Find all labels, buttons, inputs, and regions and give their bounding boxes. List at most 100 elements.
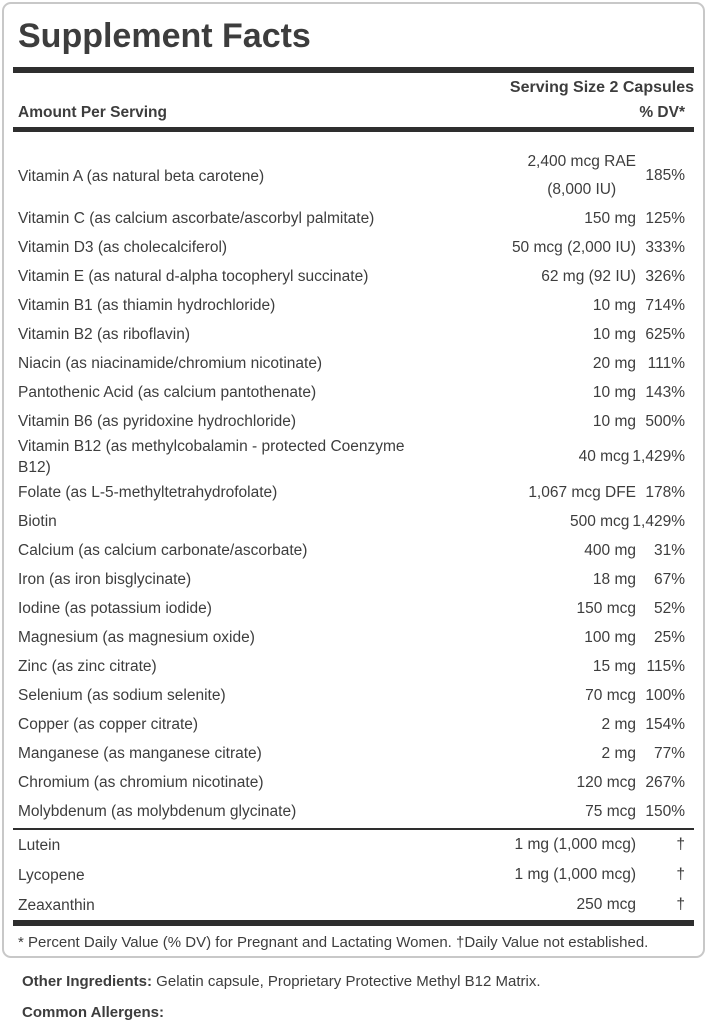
nutrient-dv: 125% [645,209,685,227]
nutrient-dv: 714% [645,296,685,314]
nutrient-amount: 10 mg [593,408,636,436]
amount-line-1: 1 mg (1,000 mcg) [514,866,636,883]
nutrient-dv: 67% [653,570,685,588]
secondary-rows: Lutein 1 mg (1,000 mcg) † Lycopene 1 mg … [4,830,703,920]
nutrient-amount: 150 mcg [577,595,636,623]
nutrient-row: Vitamin E (as natural d-alpha tocopheryl… [18,262,685,291]
amount-line-1: 10 mg [592,383,636,401]
nutrient-amount: 400 mg [584,537,636,565]
nutrient-row: Calcium (as calcium carbonate/ascorbate)… [18,536,685,565]
nutrient-name: Vitamin C (as calcium ascorbate/ascorbyl… [18,210,375,227]
nutrient-row: Vitamin A (as natural beta carotene) 2,4… [18,148,685,204]
amount-line-1: 250 mcg [576,896,636,913]
amount-line-1: 500 mcg [569,512,630,530]
nutrient-row: Zinc (as zinc citrate) 15 mg 115% [18,652,685,681]
nutrient-row: Vitamin B6 (as pyridoxine hydrochloride)… [18,407,685,436]
supplement-facts-panel: Supplement Facts Serving Size 2 Capsules… [2,2,705,958]
nutrient-amount: 2,400 mcg RAE (8,000 IU) [527,148,636,204]
amount-line-1: 1 mg (1,000 mcg) [514,836,636,853]
nutrient-amount: 500 mcg [570,508,629,536]
nutrient-row: Lycopene 1 mg (1,000 mcg) † [18,860,685,890]
nutrient-row: Folate (as L-5-methyltetrahydrofolate) 1… [18,478,685,507]
nutrient-row: Selenium (as sodium selenite) 70 mcg 100… [18,681,685,710]
serving-size: Serving Size 2 Capsules [509,79,694,96]
nutrient-dv: 154% [645,715,685,733]
amount-line-1: 2 mg [601,744,636,762]
nutrient-name: Zinc (as zinc citrate) [18,658,157,675]
nutrient-name: Vitamin D3 (as cholecalciferol) [18,239,228,256]
nutrient-amount: 50 mcg (2,000 IU) [512,234,636,262]
nutrient-name: Iron (as iron bisglycinate) [18,571,192,588]
nutrient-dv: 77% [653,744,685,762]
nutrient-amount: 2 mg [602,711,636,739]
nutrient-amount: 1,067 mcg DFE [528,479,636,507]
other-ingredients-label: Other Ingredients: [22,973,153,990]
nutrient-amount: 62 mg (92 IU) [541,263,636,291]
amount-per-serving-header: Amount Per Serving [18,104,167,121]
nutrient-name: Lycopene [18,866,85,884]
nutrient-row: Lutein 1 mg (1,000 mcg) † [18,830,685,860]
nutrient-amount: 2 mg [602,740,636,768]
nutrient-row: Vitamin D3 (as cholecalciferol) 50 mcg (… [18,233,685,262]
panel-title: Supplement Facts [18,17,311,55]
nutrient-dv: 326% [645,267,685,285]
nutrient-row: Magnesium (as magnesium oxide) 100 mg 25… [18,623,685,652]
amount-line-1: 40 mcg [578,448,630,465]
nutrient-dv: 143% [645,383,685,401]
nutrient-row: Vitamin B12 (as methylcobalamin - protec… [18,436,685,478]
amount-line-1: 150 mcg [576,599,636,617]
nutrient-name: Chromium (as chromium nicotinate) [18,774,264,791]
amount-line-1: 10 mg [592,296,636,314]
nutrient-name: Vitamin E (as natural d-alpha tocopheryl… [18,268,369,285]
nutrient-dv: 25% [653,628,685,646]
nutrient-name: Magnesium (as magnesium oxide) [18,629,255,646]
nutrient-row: Vitamin B2 (as riboflavin) 10 mg 625% [18,320,685,349]
amount-line-1: 10 mg [592,325,636,343]
footnote-divider [13,920,694,926]
nutrient-amount: 15 mg [593,653,636,681]
nutrient-dv: 150% [645,802,685,820]
amount-line-1: 120 mcg [576,773,636,791]
nutrient-row: Vitamin C (as calcium ascorbate/ascorbyl… [18,204,685,233]
nutrient-dv: 115% [646,657,686,675]
nutrient-name: Manganese (as manganese citrate) [18,745,262,762]
nutrient-dv: 625% [645,325,685,343]
nutrient-name: Pantothenic Acid (as calcium pantothenat… [18,384,317,401]
nutrient-dv: † [676,836,685,853]
secondary-divider [13,828,694,830]
nutrient-dv: † [676,866,685,883]
nutrient-dv: 52% [653,599,685,617]
nutrient-name: Vitamin B2 (as riboflavin) [18,326,191,343]
nutrient-dv: 185% [645,167,685,184]
nutrient-name: Biotin [18,513,57,530]
nutrient-name: Zeaxanthin [18,896,95,914]
percent-dv-header: % DV* [639,104,685,121]
nutrient-dv: 333% [645,238,685,256]
nutrient-amount: 150 mg [584,205,636,233]
nutrient-amount: 10 mg [593,292,636,320]
title-divider [13,67,694,73]
nutrient-name: Calcium (as calcium carbonate/ascorbate) [18,542,308,559]
nutrient-row: Manganese (as manganese citrate) 2 mg 77… [18,739,685,768]
nutrient-row: Copper (as copper citrate) 2 mg 154% [18,710,685,739]
nutrient-name: Molybdenum (as molybdenum glycinate) [18,803,297,820]
nutrient-dv: 267% [645,773,685,791]
nutrient-amount: 18 mg [593,566,636,594]
common-allergens: Common Allergens: [22,1003,693,1022]
nutrient-name: Vitamin B1 (as thiamin hydrochloride) [18,297,276,314]
nutrient-rows: Vitamin A (as natural beta carotene) 2,4… [4,132,703,828]
amount-line-1: 2,400 mcg RAE [527,153,636,170]
amount-line-1: 70 mcg [585,686,636,704]
nutrient-amount: 1 mg (1,000 mcg) [515,861,636,889]
amount-line-1: 2 mg [601,715,636,733]
nutrient-name: Niacin (as niacinamide/chromium nicotina… [18,355,323,372]
nutrient-row: Iodine (as potassium iodide) 150 mcg 52% [18,594,685,623]
other-ingredients-text: Gelatin capsule, Proprietary Protective … [152,973,541,990]
amount-line-1: 150 mg [584,209,636,227]
nutrient-amount: 250 mcg [577,891,636,919]
nutrient-name: Folate (as L-5-methyltetrahydrofolate) [18,484,278,501]
nutrient-dv: † [676,896,685,913]
nutrient-amount: 10 mg [593,379,636,407]
nutrient-row: Biotin 500 mcg 1,429% [18,507,685,536]
amount-line-1: 400 mg [584,541,636,559]
